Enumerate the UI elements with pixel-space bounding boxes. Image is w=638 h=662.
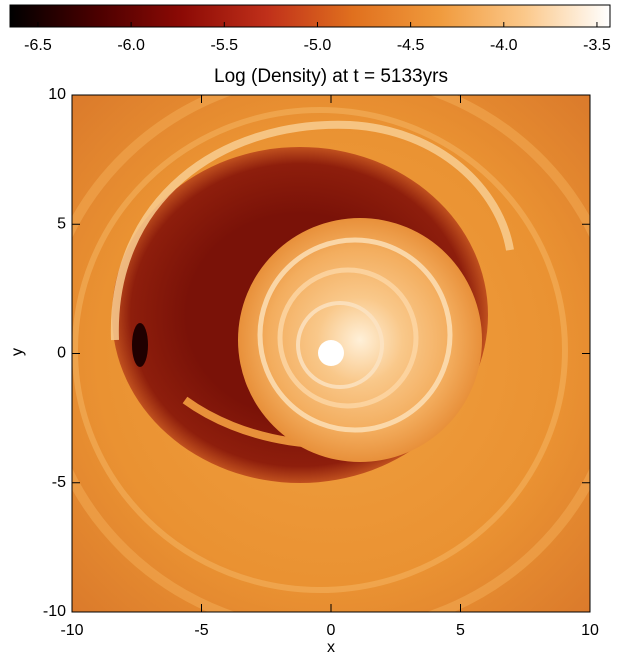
x-tick-label: 5 [456,622,465,639]
y-tick-label: -10 [43,603,66,620]
colorbar [9,4,611,28]
colorbar-tick-label: -4.5 [397,37,425,54]
colorbar-tick-label: -5.5 [210,37,238,54]
x-tick-label: -10 [60,622,83,639]
x-tick-label: 0 [327,622,336,639]
colorbar-tick-label: -6.5 [24,37,52,54]
x-axis-label: x [327,639,335,656]
y-axis-label: y [9,348,26,356]
y-tick-label: -5 [52,474,66,491]
x-tick-label: -5 [194,622,208,639]
y-tick-label: 10 [48,86,66,103]
colorbar-tick-label: -3.5 [583,37,611,54]
colorbar-tick-label: -5.0 [304,37,332,54]
colorbar-tick-label: -6.0 [117,37,145,54]
colorbar-tick-label: -4.0 [490,37,518,54]
x-tick-label: 10 [581,622,599,639]
density-map [72,95,590,612]
y-tick-label: 0 [57,345,66,362]
y-tick-label: 5 [57,215,66,232]
chart-title: Log (Density) at t = 5133yrs [214,66,448,87]
